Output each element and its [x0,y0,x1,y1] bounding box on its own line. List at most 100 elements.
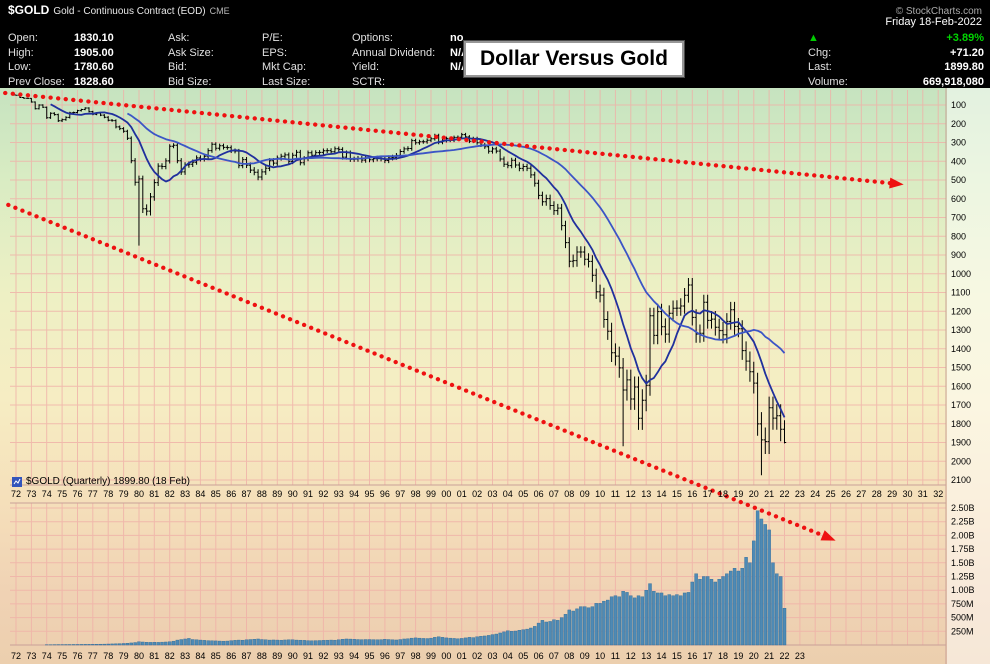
svg-text:700: 700 [951,213,966,223]
svg-text:76: 76 [72,651,82,661]
svg-text:900: 900 [951,250,966,260]
chg-value: +71.20 [950,46,984,59]
svg-text:29: 29 [887,489,897,499]
svg-text:02: 02 [472,489,482,499]
svg-text:99: 99 [426,489,436,499]
svg-text:400: 400 [951,156,966,166]
svg-text:76: 76 [72,489,82,499]
svg-text:21: 21 [764,651,774,661]
svg-text:2100: 2100 [951,475,971,485]
slow-ma-line [126,112,786,354]
svg-text:31: 31 [918,489,928,499]
svg-text:16: 16 [687,651,697,661]
gold-inverted-price-chart: 1002003004005006007008009001000110012001… [0,88,990,664]
svg-text:89: 89 [272,651,282,661]
quote-row: Bid Size: [168,75,212,88]
svg-text:21: 21 [764,489,774,499]
svg-text:12: 12 [626,489,636,499]
svg-text:18: 18 [718,489,728,499]
last-value: 1899.80 [944,61,984,73]
svg-text:07: 07 [549,651,559,661]
svg-text:84: 84 [195,489,205,499]
symbol: $GOLD [8,3,50,17]
svg-text:91: 91 [303,489,313,499]
svg-text:89: 89 [272,489,282,499]
price-axis-labels: 100 200 300 400 500 600 700 800 900 1000 1100 1200 1… [951,100,971,485]
lower-downtrend-arrow [6,202,836,541]
svg-text:19: 19 [733,489,743,499]
svg-text:88: 88 [257,489,267,499]
volume-label: Volume: [808,75,848,88]
svg-text:24: 24 [810,489,820,499]
svg-text:97: 97 [395,651,405,661]
x-axis-labels: 72 73 74 75 76 77 78 79 80 81 82 83 84 85 86 87 88 89 90 91… [11,489,943,499]
quote-row: Mkt Cap: [262,61,307,73]
svg-text:1.00B: 1.00B [951,585,975,595]
svg-text:500: 500 [951,175,966,185]
svg-text:79: 79 [119,489,129,499]
volume-value: 669,918,080 [922,75,984,88]
svg-text:04: 04 [503,651,513,661]
svg-text:80: 80 [134,651,144,661]
quote-date: Friday 18-Feb-2022 [885,16,982,28]
symbol-description: Gold - Continuous Contract (EOD) [53,6,206,17]
svg-text:82: 82 [165,651,175,661]
svg-text:1600: 1600 [951,381,971,391]
svg-text:13: 13 [641,651,651,661]
svg-text:77: 77 [88,651,98,661]
chart-legend: $GOLD (Quarterly) 1899.80 (18 Feb) [12,476,190,487]
fast-ma-line [50,103,786,418]
exchange-label: CME [209,6,230,16]
svg-text:79: 79 [119,651,129,661]
svg-text:09: 09 [580,489,590,499]
quote-row: EPS: [262,46,288,59]
svg-text:13: 13 [641,489,651,499]
svg-text:75: 75 [57,651,67,661]
svg-text:14: 14 [656,651,666,661]
chart-title-overlay: Dollar Versus Gold [464,41,684,77]
svg-text:800: 800 [951,231,966,241]
quote-row: High: 1905.00 [8,46,114,59]
svg-text:84: 84 [195,651,205,661]
svg-text:02: 02 [472,651,482,661]
svg-text:2000: 2000 [951,456,971,466]
svg-text:93: 93 [334,489,344,499]
svg-text:72: 72 [11,489,21,499]
svg-text:00: 00 [441,489,451,499]
svg-text:15: 15 [672,489,682,499]
svg-text:11: 11 [611,489,620,499]
svg-text:17: 17 [703,651,713,661]
chart-background [0,88,990,664]
svg-text:14: 14 [656,489,666,499]
quote-row: SCTR: [352,75,385,88]
svg-text:1800: 1800 [951,419,971,429]
svg-text:17: 17 [703,489,713,499]
svg-text:25: 25 [826,489,836,499]
svg-text:19: 19 [733,651,743,661]
percent-change: +3.89% [946,32,984,44]
svg-text:73: 73 [26,489,36,499]
svg-text:92: 92 [318,651,328,661]
svg-text:03: 03 [487,651,497,661]
svg-text:85: 85 [211,651,221,661]
svg-text:07: 07 [549,489,559,499]
svg-text:1400: 1400 [951,344,971,354]
svg-text:1.50B: 1.50B [951,558,975,568]
quote-row: P/E: [262,32,283,44]
svg-text:82: 82 [165,489,175,499]
svg-text:500M: 500M [951,613,974,623]
svg-text:88: 88 [257,651,267,661]
svg-text:08: 08 [564,651,574,661]
quote-row: Open: 1830.10 [8,32,114,44]
legend-text: $GOLD (Quarterly) 1899.80 (18 Feb) [26,476,190,487]
up-arrow-icon: ▲ [808,32,819,44]
quote-row: Last Size: [262,75,311,88]
svg-text:18: 18 [718,651,728,661]
svg-text:09: 09 [580,651,590,661]
volume-axis-labels: 2.50B 2.25B 2.00B 1.75B 1.50B 1.25B 1.00B 750M 5… [951,503,975,636]
svg-text:1500: 1500 [951,363,971,373]
quote-row: Bid: [168,61,187,73]
svg-text:23: 23 [795,651,805,661]
svg-text:10: 10 [595,651,605,661]
